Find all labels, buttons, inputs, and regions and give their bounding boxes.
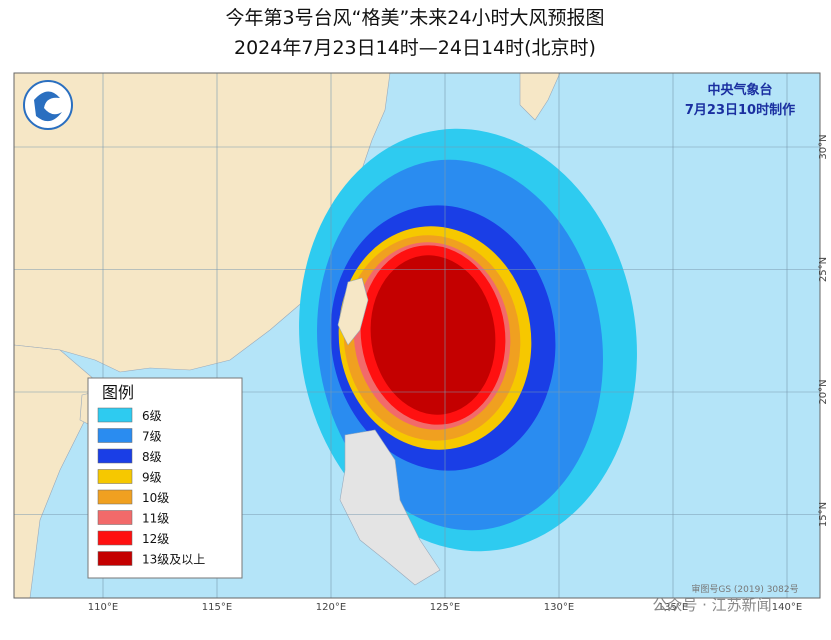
title: 今年第3号台风“格美”未来24小时大风预报图 <box>226 7 605 29</box>
logo-mark <box>34 91 62 122</box>
map-frame <box>13 72 821 599</box>
legend-label: 12级 <box>142 532 169 546</box>
longitude-label: 115°E <box>202 602 232 613</box>
legend-label: 7级 <box>142 430 162 444</box>
logo <box>23 80 73 130</box>
legend-label: 8级 <box>142 450 162 464</box>
wind-zone <box>370 255 496 415</box>
legend-title: 图例 <box>102 383 134 402</box>
latitude-label: 25°N <box>818 257 829 282</box>
subtitle: 2024年7月23日14时—24日14时(北京时) <box>234 37 596 59</box>
latitude-label: 15°N <box>818 502 829 527</box>
legend-swatch <box>97 407 133 423</box>
legend-swatch <box>97 469 133 484</box>
legend-swatch <box>97 448 133 464</box>
ryukyu <box>519 73 561 121</box>
legend-label: 10级 <box>142 491 169 505</box>
legend-swatch <box>97 428 133 443</box>
indochina <box>14 344 96 598</box>
made-time: 7月23日10时制作 <box>685 102 795 118</box>
longitude-label: 120°E <box>316 602 346 613</box>
legend: 图例 6级 7级 8级 9级 10级 11级 12级 13级及以上 <box>87 377 243 579</box>
longitude-label: 140°E <box>772 602 802 613</box>
watermark: 公众号 · 江苏新闻 <box>652 596 771 614</box>
latitude-label: 20°N <box>818 379 829 404</box>
logo-ring <box>23 80 73 130</box>
axis-labels: 110°E 115°E 120°E 125°E 130°E 135°E 140°E 30°N 2… <box>88 134 829 613</box>
longitude-label: 135°E <box>658 602 688 613</box>
map-number: 审图号GS (2019) 3082号 <box>691 583 798 595</box>
taiwan <box>337 277 369 346</box>
latitude-label: 30°N <box>818 134 829 159</box>
legend-swatch <box>97 551 133 566</box>
china-mainland <box>14 73 391 373</box>
legend-items: 6级 7级 8级 9级 10级 11级 12级 13级及以上 <box>97 407 205 567</box>
map-area <box>14 73 820 598</box>
luzon <box>339 429 441 586</box>
agency-name: 中央气象台 <box>707 82 772 98</box>
longitude-label: 125°E <box>430 602 460 613</box>
legend-label: 9级 <box>142 471 162 485</box>
legend-label: 13级及以上 <box>142 553 205 567</box>
legend-label: 6级 <box>142 409 162 423</box>
longitude-label: 130°E <box>544 602 574 613</box>
legend-swatch <box>97 489 133 505</box>
legend-label: 11级 <box>142 512 169 526</box>
legend-swatch <box>97 510 133 525</box>
legend-swatch <box>97 530 133 546</box>
longitude-label: 110°E <box>88 602 118 613</box>
